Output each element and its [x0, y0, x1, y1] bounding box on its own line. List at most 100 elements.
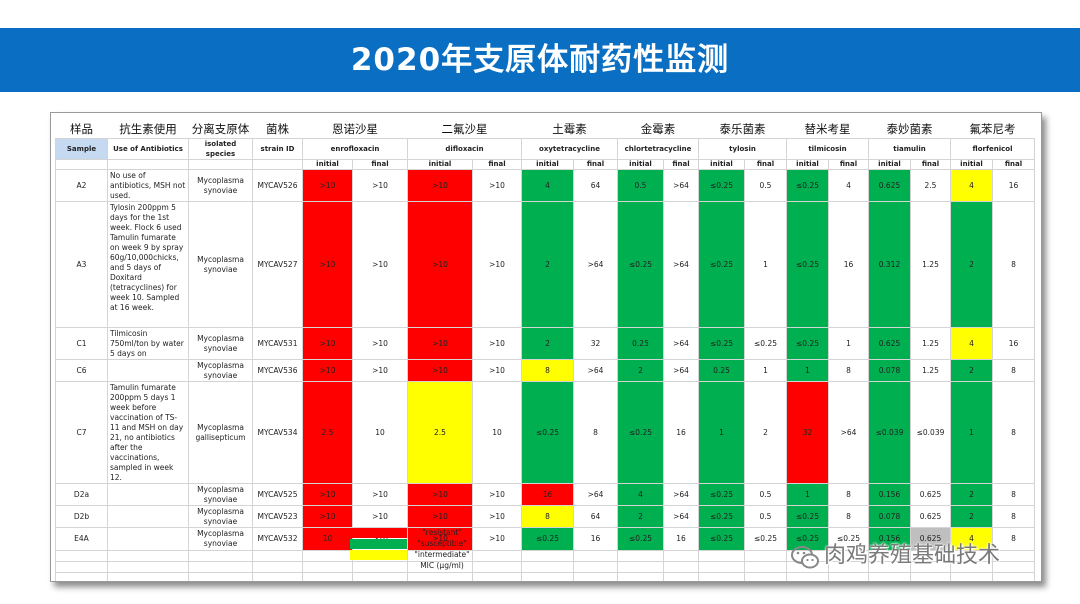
mic-cell: ≤0.25 [521, 527, 574, 551]
data-row: A3 Tylosin 200ppm 5 days for the 1st week… [55, 201, 1035, 328]
table-frame: 样品 抗生素使用 分离支原体 菌株 恩诺沙星 二氟沙星 土霉素 金霉素 泰乐菌素 替米考星 泰妙菌素… [50, 112, 1042, 582]
empty-cell [302, 572, 353, 581]
mic-cell: 8 [828, 359, 869, 382]
mic-cell: >10 [407, 359, 473, 382]
legend-swatch [350, 550, 407, 560]
empty-cell [698, 561, 745, 573]
mic-cell: 10 [472, 381, 522, 484]
mic-cell: 32 [573, 327, 618, 360]
strain-cell: MYCAV526 [252, 169, 303, 202]
mic-cell: 8 [828, 483, 869, 506]
mic-cell: 0.625 [868, 169, 911, 202]
empty-cell [573, 550, 618, 562]
empty-cell [698, 572, 745, 581]
mic-cell: 2.5 [407, 381, 473, 484]
empty-cell [472, 572, 522, 581]
legend-swatch [350, 539, 407, 549]
empty-cell [352, 561, 408, 573]
empty-cell [407, 572, 473, 581]
empty-cell [521, 572, 574, 581]
mic-cell: 2.5 [302, 381, 353, 484]
mic-cell: >10 [352, 359, 408, 382]
mic-cell: ≤0.25 [698, 201, 745, 328]
empty-cell [252, 572, 303, 581]
mic-cell: 1.25 [910, 201, 951, 328]
sub-header-cell: final [744, 159, 787, 170]
mic-cell: >10 [352, 505, 408, 528]
species-cell: Mycoplasma synoviae [188, 359, 253, 382]
empty-cell [252, 550, 303, 562]
mic-cell: 10 [352, 381, 408, 484]
wechat-icon [791, 546, 819, 569]
mic-cell: 16 [992, 327, 1035, 360]
mic-cell: >64 [663, 327, 699, 360]
empty-cell [188, 561, 253, 573]
mic-cell: 8 [573, 381, 618, 484]
mic-cell: 2 [617, 359, 664, 382]
empty-cell [868, 572, 911, 581]
mic-cell: 1 [744, 359, 787, 382]
mic-cell: 0.25 [698, 359, 745, 382]
empty-cell [472, 561, 522, 573]
mic-cell: 2 [950, 359, 993, 382]
mic-cell: 2 [617, 505, 664, 528]
mic-cell: 16 [663, 527, 699, 551]
mic-cell: 4 [828, 169, 869, 202]
sample-cell: D2b [55, 505, 108, 528]
mic-cell: 2 [521, 327, 574, 360]
mic-cell: 1 [744, 201, 787, 328]
mic-cell: 8 [992, 505, 1035, 528]
sub-header-cell: initial [617, 159, 664, 170]
data-row: C1 Tilmicosin 750ml/ton by water 5 days o… [55, 327, 1035, 360]
empty-cell [992, 572, 1035, 581]
mic-cell: >10 [302, 505, 353, 528]
header-cell: Use of Antibiotics [107, 138, 189, 160]
empty-cell [472, 550, 522, 562]
empty-cell [521, 550, 574, 562]
mic-cell: >10 [352, 201, 408, 328]
mic-cell: 2 [950, 505, 993, 528]
mic-cell: 1 [950, 381, 993, 484]
mic-cell: 4 [950, 327, 993, 360]
use-cell [107, 527, 189, 551]
header-cell: oxytetracycline [521, 138, 618, 160]
empty-cell [663, 561, 699, 573]
strain-cell: MYCAV534 [252, 381, 303, 484]
mic-cell: >10 [352, 169, 408, 202]
use-cell: Tilmicosin 750ml/ton by water 5 days on [107, 327, 189, 360]
mic-cell: 64 [573, 169, 618, 202]
mic-cell: ≤0.25 [786, 201, 829, 328]
mic-cell: 0.25 [617, 327, 664, 360]
mic-cell: >10 [472, 359, 522, 382]
mic-cell: >10 [407, 483, 473, 506]
header-row: Sample Use of Antibiotics isolated species… [55, 138, 1035, 160]
header-cell: enrofloxacin [302, 138, 408, 160]
mic-cell: >10 [472, 201, 522, 328]
mic-cell: >10 [472, 483, 522, 506]
mic-cell: 8 [992, 359, 1035, 382]
mic-cell: >64 [663, 201, 699, 328]
mic-cell: >10 [352, 327, 408, 360]
mic-cell: 4 [950, 169, 993, 202]
header-cell: 泰乐菌素 [698, 118, 787, 139]
empty-cell [302, 561, 353, 573]
header-cell: 菌株 [252, 118, 303, 139]
mic-cell: >10 [302, 201, 353, 328]
mic-cell: >10 [472, 327, 522, 360]
strain-cell: MYCAV527 [252, 201, 303, 328]
mic-cell: 0.625 [868, 327, 911, 360]
use-cell [107, 359, 189, 382]
header-cell: 恩诺沙星 [302, 118, 408, 139]
sub-header-cell: initial [302, 159, 353, 170]
use-cell: No use of antibiotics, MSH not used. [107, 169, 189, 202]
mic-cell: >10 [472, 527, 522, 551]
mic-cell: >64 [573, 359, 618, 382]
mic-cell: 1 [786, 359, 829, 382]
species-cell: Mycoplasma synoviae [188, 505, 253, 528]
mic-cell: 4 [521, 169, 574, 202]
empty-cell [55, 159, 108, 170]
sample-cell: C6 [55, 359, 108, 382]
header-cell: 土霉素 [521, 118, 618, 139]
sub-header-cell: final [352, 159, 408, 170]
mic-cell: >64 [663, 505, 699, 528]
